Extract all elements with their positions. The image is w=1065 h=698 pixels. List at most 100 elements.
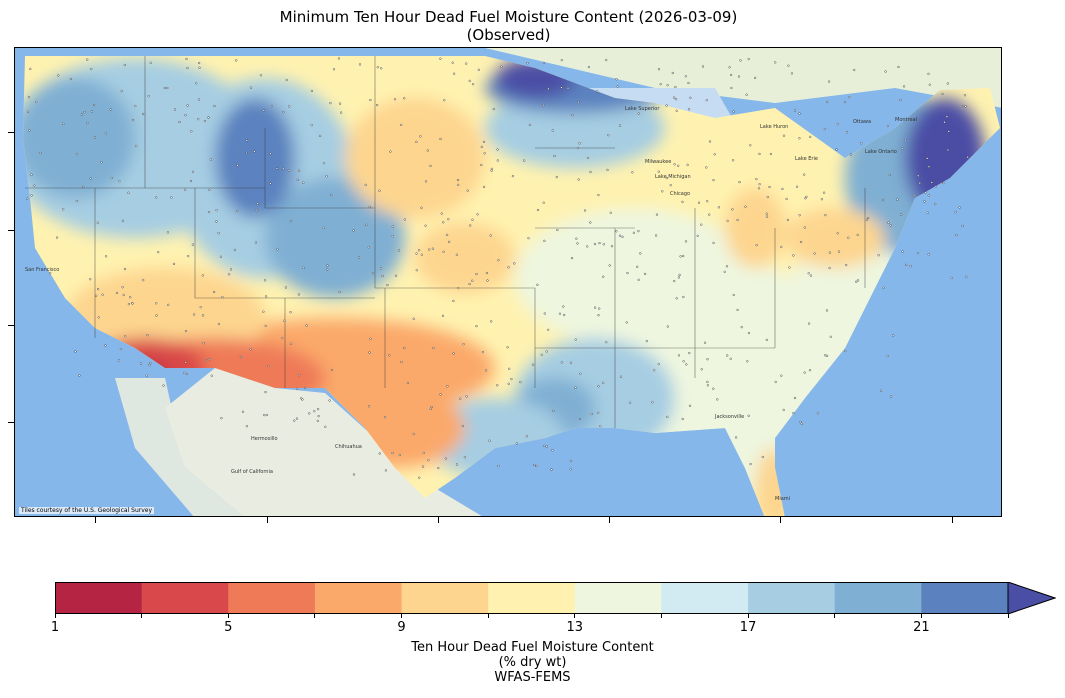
station-marker [89,177,92,180]
station-marker [886,124,890,127]
station-marker [134,104,137,108]
station-marker [129,296,132,299]
station-marker [506,346,509,349]
station-marker [259,74,262,77]
station-marker [219,255,222,258]
station-marker [173,108,177,111]
station-marker [747,332,750,335]
colorbar-segment [55,582,143,614]
colorbar-label-line2: (% dry wt) [498,655,567,670]
station-marker [528,123,531,126]
station-marker [455,253,458,256]
station-marker [183,371,186,374]
station-marker [172,262,176,265]
station-marker [397,249,400,252]
station-marker [391,235,394,238]
station-marker [322,162,325,165]
station-marker [489,234,492,237]
station-marker [897,65,900,69]
station-marker [115,291,119,294]
station-marker [442,221,445,224]
station-marker [443,99,446,102]
label-miami: Miami [775,496,790,502]
station-marker [856,233,859,236]
station-marker [602,275,605,278]
station-marker [738,181,741,184]
station-marker [480,163,483,167]
station-marker [599,425,602,428]
station-marker [461,424,464,428]
station-marker [740,326,743,329]
station-marker [229,268,233,271]
station-marker [310,89,313,92]
station-marker [142,112,145,116]
station-marker [391,451,394,455]
station-marker [782,408,785,411]
station-marker [33,184,36,187]
station-marker [682,295,685,299]
station-marker [769,152,772,156]
fuel-moisture-map[interactable]: San Francisco Chihuahua Hermosillo Gulf … [14,47,1002,517]
station-marker [149,362,152,365]
station-marker [712,241,715,244]
station-marker [430,405,433,409]
station-marker [576,146,579,150]
station-marker [547,328,550,331]
station-marker [515,442,518,445]
station-marker [256,202,259,205]
station-marker [958,206,961,209]
station-marker [536,283,539,286]
station-marker [816,412,819,415]
station-marker [626,272,629,275]
station-marker [476,213,479,216]
x-tick [438,517,439,523]
station-marker [637,112,640,115]
station-marker [589,221,592,224]
colorbar-label-line3: WFAS-FEMS [494,670,571,685]
label-montreal: Montreal [895,117,917,123]
station-marker [441,314,445,317]
station-marker [290,342,293,345]
station-marker [758,152,761,155]
station-marker [118,180,121,183]
station-marker [625,321,628,324]
station-marker [825,309,829,312]
colorbar-tick-label: 17 [739,620,757,635]
station-marker [241,410,245,413]
canada-land [15,48,1001,108]
station-marker [197,117,200,121]
station-marker [918,182,921,185]
colorbar-tick-label: 1 [50,620,60,635]
y-tick [8,422,14,423]
station-marker [637,230,640,233]
station-marker [496,159,499,162]
station-marker [571,113,574,117]
station-marker [322,226,325,229]
station-marker [556,228,559,232]
y-tick [8,132,14,133]
station-marker [197,98,200,101]
station-marker [540,353,543,356]
x-tick [95,517,96,523]
station-marker [792,412,795,415]
station-marker [110,177,113,180]
station-marker [208,188,211,191]
station-marker [289,220,293,223]
station-marker [615,230,618,233]
station-marker [220,417,223,420]
label-lake-huron: Lake Huron [760,124,788,130]
station-marker [62,122,65,125]
station-marker [75,200,78,203]
station-marker [926,157,929,160]
station-marker [444,457,447,460]
station-marker [523,159,526,162]
station-marker [560,59,563,62]
station-marker [369,337,372,340]
station-marker [184,188,187,191]
station-marker [745,93,748,96]
station-marker [916,252,920,255]
station-marker [552,409,555,412]
station-marker [526,62,529,65]
colorbar-tick [314,614,316,618]
station-marker [330,193,333,197]
